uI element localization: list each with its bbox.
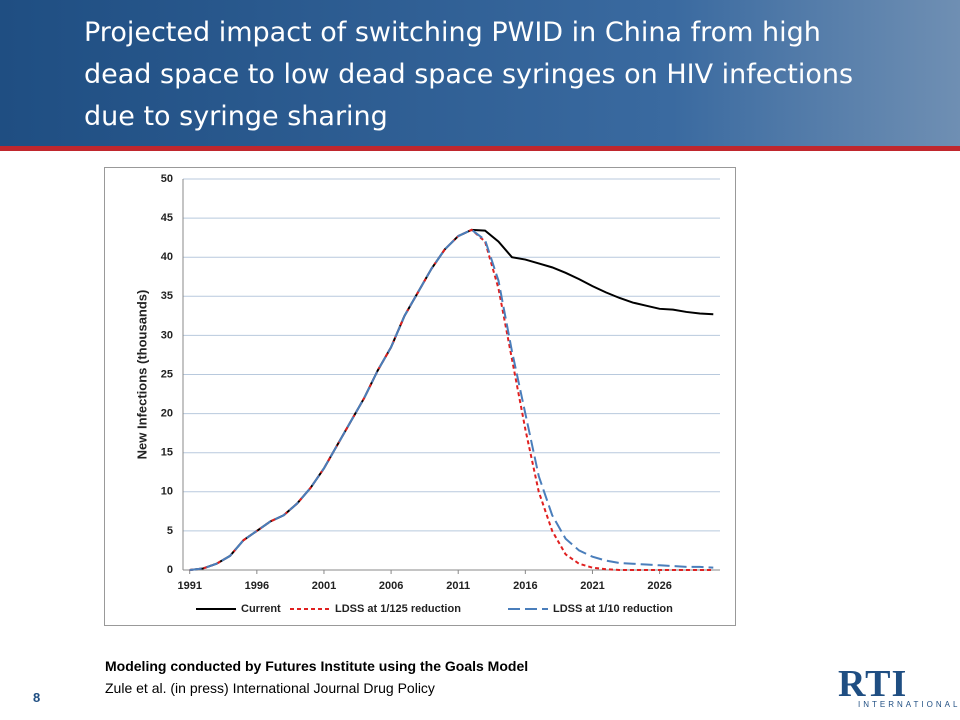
chart-frame (104, 167, 736, 626)
y-tick-label: 30 (161, 329, 173, 341)
y-tick-label: 10 (161, 486, 173, 498)
y-tick-label: 35 (161, 290, 173, 302)
series-line (189, 228, 714, 571)
logo-subtitle: INTERNATIONAL (858, 700, 960, 709)
y-tick-label: 45 (161, 212, 173, 224)
y-tick-label: 25 (161, 368, 173, 380)
x-tick-label: 2006 (379, 580, 403, 592)
x-tick-label: 2016 (513, 580, 537, 592)
page-number: 8 (33, 690, 41, 705)
x-tick-label: 1991 (177, 580, 201, 592)
y-tick-label: 40 (161, 251, 173, 263)
header-rule (0, 146, 960, 151)
y-tick-label: 50 (161, 173, 173, 185)
series-line (189, 228, 714, 571)
y-tick-label: 15 (161, 447, 173, 459)
legend-label: LDSS at 1/10 reduction (553, 603, 673, 615)
footnote: Modeling conducted by Futures Institute … (105, 658, 529, 674)
y-tick-label: 0 (167, 564, 173, 576)
series-line (189, 228, 714, 571)
logo: RTI (838, 663, 908, 705)
x-tick-label: 2001 (312, 580, 336, 592)
y-tick-label: 5 (167, 525, 173, 537)
y-tick-label: 20 (161, 408, 173, 420)
x-tick-label: 1996 (245, 580, 269, 592)
legend-label: LDSS at 1/125 reduction (335, 603, 461, 615)
slide-title: Projected impact of switching PWID in Ch… (84, 17, 854, 132)
header-band (0, 0, 960, 146)
y-axis-label: New Infections (thousands) (134, 290, 149, 460)
citation: Zule et al. (in press) International Jou… (105, 680, 435, 696)
x-tick-label: 2026 (647, 580, 671, 592)
x-tick-label: 2011 (446, 580, 470, 592)
legend-label: Current (241, 603, 281, 615)
x-tick-label: 2021 (580, 580, 604, 592)
